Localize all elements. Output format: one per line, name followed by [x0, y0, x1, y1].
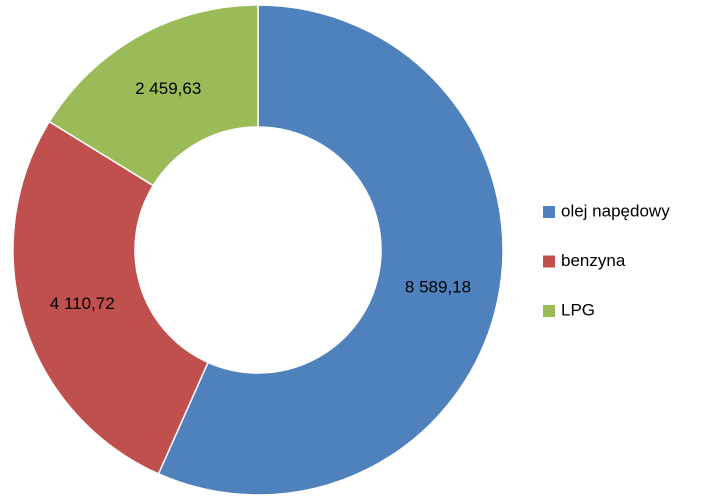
slice	[48, 4, 259, 187]
slice	[12, 120, 210, 475]
legend-swatch	[543, 255, 555, 268]
slice	[157, 4, 504, 496]
data-label: 2 459,63	[135, 79, 201, 98]
legend-label: LPG	[561, 300, 595, 319]
legend-swatch	[543, 305, 555, 317]
legend-label: olej napędowy	[561, 201, 670, 220]
data-label: 4 110,72	[50, 294, 115, 313]
legend-label: benzyna	[561, 251, 626, 270]
data-label: 8 589,18	[405, 278, 471, 297]
legend-swatch	[543, 206, 555, 218]
